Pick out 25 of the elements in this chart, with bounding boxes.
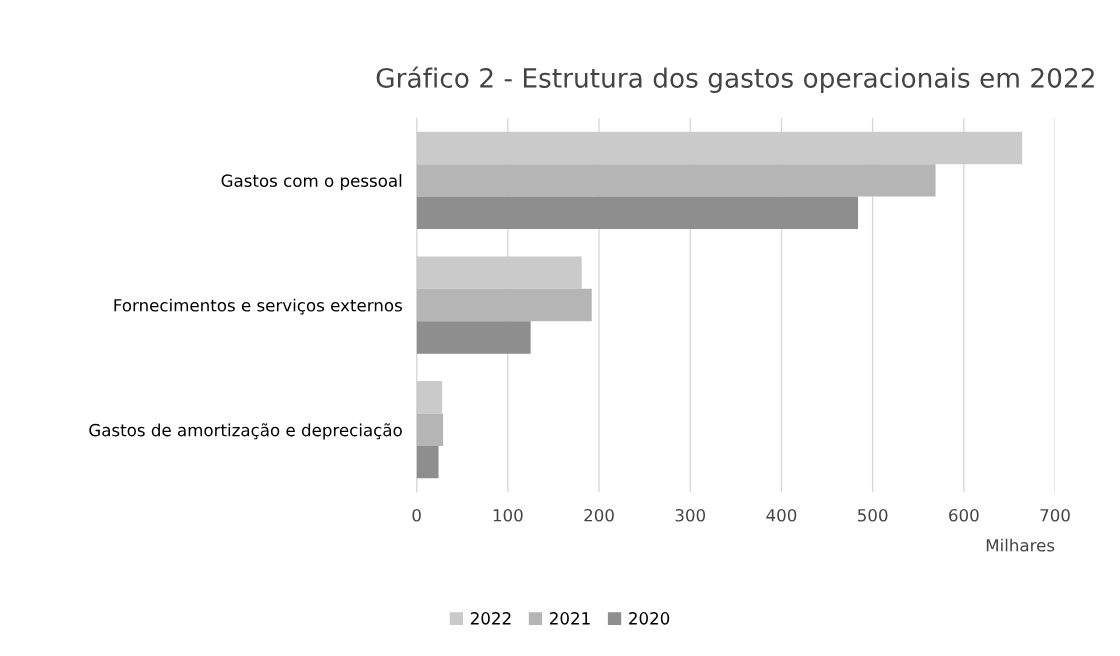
legend-label: 2022	[470, 612, 511, 625]
x-tick-label: 100	[493, 508, 523, 522]
bar	[416, 321, 531, 354]
bar	[416, 445, 439, 479]
y-tick-label: Gastos com o pessoal	[221, 174, 402, 191]
x-tick-label: 500	[858, 508, 888, 522]
bar	[416, 164, 936, 197]
legend-label: 2020	[629, 612, 670, 625]
bar	[416, 288, 592, 322]
x-tick-label: 700	[1040, 508, 1070, 522]
bar	[416, 131, 1023, 165]
x-axis-title: Milhares	[986, 538, 1055, 552]
bar	[416, 413, 444, 446]
y-tick-label: Fornecimentos e serviços externos	[114, 298, 402, 315]
bar	[416, 381, 443, 414]
x-tick-label: 400	[766, 508, 797, 522]
y-tick-label: Gastos de amortização e depreciação	[89, 423, 402, 440]
bar	[416, 256, 582, 289]
x-tick-label: 600	[949, 508, 979, 522]
x-tick-label: 0	[412, 508, 421, 522]
legend-label: 2021	[550, 612, 590, 625]
bar	[416, 196, 859, 230]
x-tick-label: 200	[584, 508, 614, 522]
x-tick-label: 300	[675, 508, 706, 522]
chart-title: Gráfico 2 - Estrutura dos gastos operacionais em 2022	[376, 66, 1094, 94]
